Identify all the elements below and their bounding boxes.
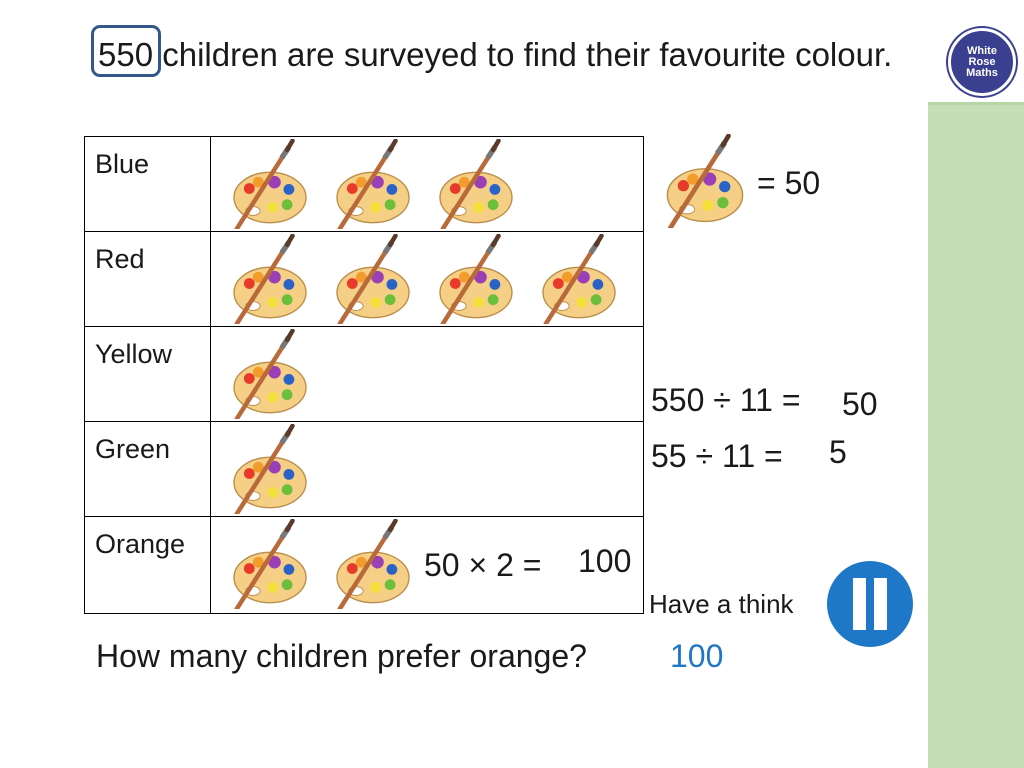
calc-line-1: 550 ÷ 11 =	[651, 382, 801, 418]
calc-line-2: 55 ÷ 11 =	[651, 438, 783, 474]
row-label-blue: Blue	[95, 149, 150, 179]
side-strip-divider	[928, 102, 1024, 105]
have-a-think-label: Have a think	[649, 589, 794, 619]
logo-line-1: White	[967, 44, 997, 57]
row-label-orange: Orange	[95, 529, 186, 559]
row-label-yellow: Yellow	[95, 339, 173, 369]
calc-line-2-answer: 5	[829, 434, 847, 470]
logo-line-2: Rose	[968, 55, 996, 68]
side-strip	[928, 0, 1024, 768]
row-label-red: Red	[95, 244, 145, 274]
row-label-green: Green	[95, 434, 171, 464]
palette-icon	[431, 234, 521, 324]
palette-icon	[225, 519, 315, 609]
palette-icon	[328, 519, 418, 609]
palette-icon	[225, 329, 315, 419]
orange-calculation-answer: 100	[578, 543, 632, 579]
pause-icon-bar-right	[874, 578, 887, 630]
pause-button[interactable]	[827, 561, 913, 647]
pause-icon-bar-left	[853, 578, 866, 630]
white-rose-maths-logo: White Rose Maths	[948, 28, 1016, 96]
question-highlight: 550	[98, 36, 154, 73]
question-rest: children are surveyed to find their favo…	[153, 36, 893, 73]
palette-icon	[534, 234, 624, 324]
palette-icon	[225, 234, 315, 324]
question-text: 550 children are surveyed to find their …	[98, 30, 898, 80]
key-palette-icon	[660, 134, 750, 228]
palette-icon	[225, 139, 315, 229]
bottom-answer: 100	[670, 638, 724, 674]
palette-icon	[328, 234, 418, 324]
table-row: Red	[85, 232, 643, 327]
highlight-box	[91, 25, 161, 77]
key-value: = 50	[757, 165, 821, 201]
bottom-question: How many children prefer orange?	[96, 638, 587, 674]
logo-line-3: Maths	[966, 66, 998, 79]
table-row: Yellow	[85, 327, 643, 422]
palette-icon	[225, 424, 315, 514]
palette-icon	[431, 139, 521, 229]
table-row: Blue	[85, 137, 643, 232]
orange-calculation: 50 × 2 =	[424, 547, 542, 583]
table-row: Orange	[85, 517, 643, 612]
table-row: Green	[85, 422, 643, 517]
calc-line-1-answer: 50	[842, 386, 878, 422]
pictogram-table: Blue Red Yellow Green Orange	[84, 136, 644, 614]
palette-icon	[328, 139, 418, 229]
column-divider	[210, 137, 211, 613]
